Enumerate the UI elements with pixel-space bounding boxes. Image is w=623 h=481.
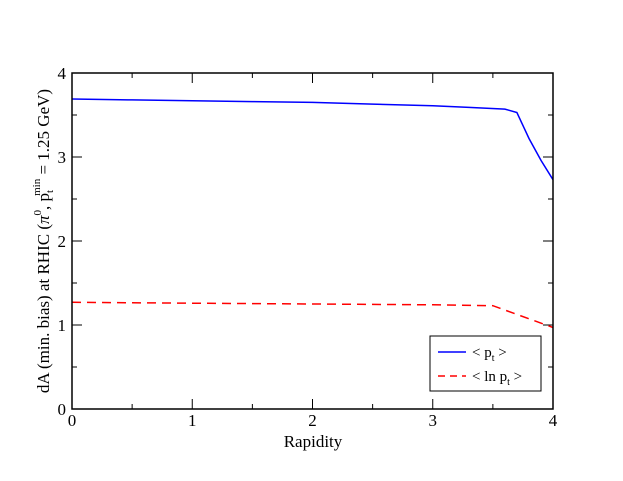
- x-tick-label: 1: [188, 411, 197, 430]
- y-tick-label: 0: [58, 400, 67, 419]
- x-tick-label: 3: [429, 411, 438, 430]
- series-line-mean-pt: [71, 98, 554, 181]
- y-axis-title-tail: = 1.25 GeV): [34, 89, 53, 179]
- series-layer: [71, 98, 554, 329]
- y-axis-title-main: dA (min. bias) at RHIC (: [34, 224, 53, 393]
- y-axis-title-pi: π: [34, 215, 53, 224]
- x-tick-label: 4: [549, 411, 558, 430]
- x-tick-label: 2: [308, 411, 317, 430]
- plot-frame: [71, 72, 554, 410]
- y-axis-title-pt-sup: min: [31, 178, 43, 196]
- tick-labels: 0 1 2 3 4 0 1 2 3 4: [58, 64, 558, 430]
- legend-label-lnpt: < ln pt >: [472, 369, 522, 388]
- y-axis-title-pt-sub: t: [44, 190, 56, 193]
- y-tick-label: 2: [58, 232, 67, 251]
- legend-box: [429, 335, 542, 392]
- y-axis-title: dA (min. bias) at RHIC (π0, ptmin = 1.25…: [31, 89, 56, 393]
- y-tick-label: 3: [58, 148, 67, 167]
- x-axis-title: Rapidity: [284, 432, 343, 451]
- x-tick-label: 0: [68, 411, 77, 430]
- y-tick-label: 4: [58, 64, 67, 83]
- series-line-mean-ln-pt: [71, 301, 554, 329]
- y-tick-label: 1: [58, 316, 67, 335]
- legend-label-pt: < pt >: [472, 345, 507, 364]
- legend: < pt > < ln pt >: [429, 335, 542, 392]
- y-axis-title-sep: , p: [34, 193, 53, 210]
- svg-text:dA (min. bias) at RHIC (π0, pt: dA (min. bias) at RHIC (π0, ptmin = 1.25…: [31, 89, 56, 393]
- y-axis-title-pi-sup: 0: [32, 209, 44, 215]
